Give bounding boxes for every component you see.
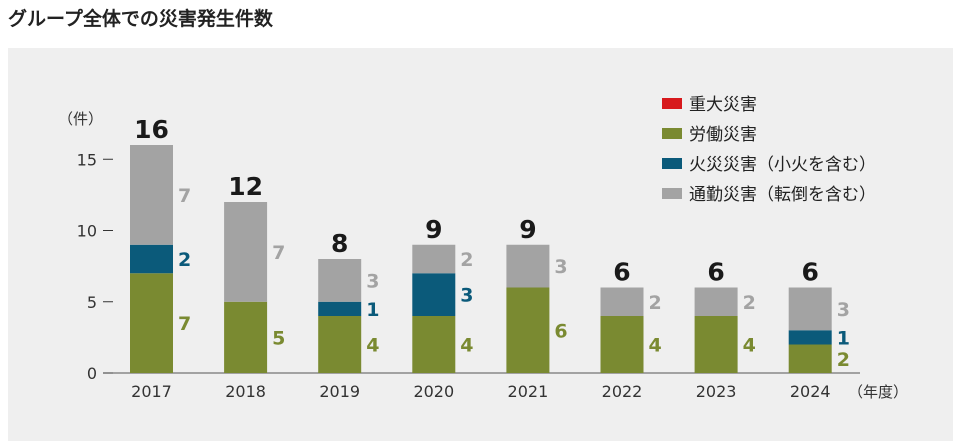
bar-segment: [412, 244, 456, 274]
bar-segment: [130, 244, 173, 274]
x-tick-label: 2018: [225, 382, 266, 401]
segment-value-label: 7: [178, 185, 191, 207]
legend-label: 通勤災害（転倒を含む）: [689, 185, 876, 205]
segment-value-label: 2: [837, 349, 850, 371]
bar-segment: [412, 316, 456, 373]
bar-segment: [318, 301, 362, 316]
x-axis-label: （年度）: [848, 383, 908, 401]
legend-swatch: [662, 188, 682, 199]
segment-value-label: 3: [837, 299, 850, 321]
chart-title: グループ全体での災害発生件数: [8, 8, 273, 30]
x-tick-label: 2017: [131, 382, 172, 401]
segment-value-label: 4: [460, 335, 473, 357]
bar-segment: [600, 316, 644, 373]
segment-value-label: 6: [554, 320, 567, 342]
bar-total-label: 16: [134, 115, 169, 144]
legend-label: 火災災害（小火を含む）: [689, 155, 876, 175]
bar-segment: [318, 259, 362, 302]
segment-value-label: 7: [178, 313, 191, 335]
segment-value-label: 2: [460, 249, 473, 271]
y-tick-label: 0: [87, 364, 97, 383]
legend-swatch: [662, 128, 682, 139]
segment-value-label: 1: [366, 299, 379, 321]
bar-total-label: 6: [801, 258, 818, 287]
bar-segment: [694, 316, 738, 373]
legend-swatch: [662, 98, 682, 109]
y-tick-label: 15: [77, 150, 97, 169]
legend-swatch: [662, 158, 682, 169]
bar-segment: [224, 202, 268, 302]
segment-value-label: 4: [366, 335, 379, 357]
legend-label: 労働災害: [689, 125, 757, 145]
y-tick-label: 5: [87, 293, 97, 312]
segment-value-label: 3: [554, 256, 567, 278]
segment-value-label: 3: [460, 285, 473, 307]
bar-total-label: 9: [519, 215, 536, 244]
bar-total-label: 6: [613, 258, 630, 287]
bar-segment: [788, 330, 832, 345]
bar-segment: [506, 287, 550, 373]
bar-segment: [506, 244, 550, 288]
segment-value-label: 4: [743, 335, 756, 357]
bar-segment: [600, 287, 644, 316]
segment-value-label: 5: [272, 327, 285, 349]
segment-value-label: 3: [366, 270, 379, 292]
bar-segment: [224, 301, 268, 373]
segment-value-label: 1: [837, 327, 850, 349]
bar-segment: [318, 316, 362, 373]
bar-segment: [412, 273, 456, 316]
bar-segment: [130, 145, 173, 245]
bar-segment: [694, 287, 738, 316]
bar-segment: [788, 344, 832, 373]
segment-value-label: 4: [649, 335, 662, 357]
x-tick-label: 2023: [696, 382, 737, 401]
x-tick-label: 2022: [602, 382, 643, 401]
segment-value-label: 7: [272, 242, 285, 264]
x-tick-label: 2019: [319, 382, 360, 401]
x-tick-label: 2024: [790, 382, 831, 401]
y-axis-label: （件）: [58, 110, 103, 128]
legend-label: 重大災害: [689, 95, 757, 115]
segment-value-label: 2: [649, 292, 662, 314]
y-tick-label: 10: [77, 222, 97, 241]
x-tick-label: 2020: [413, 382, 454, 401]
bar-total-label: 6: [707, 258, 724, 287]
bar-total-label: 8: [331, 229, 348, 258]
segment-value-label: 2: [178, 249, 191, 271]
bar-segment: [130, 273, 173, 373]
x-tick-label: 2021: [508, 382, 549, 401]
bar-segment: [788, 287, 832, 331]
bar-total-label: 12: [228, 172, 263, 201]
segment-value-label: 2: [743, 292, 756, 314]
bar-total-label: 9: [425, 215, 442, 244]
